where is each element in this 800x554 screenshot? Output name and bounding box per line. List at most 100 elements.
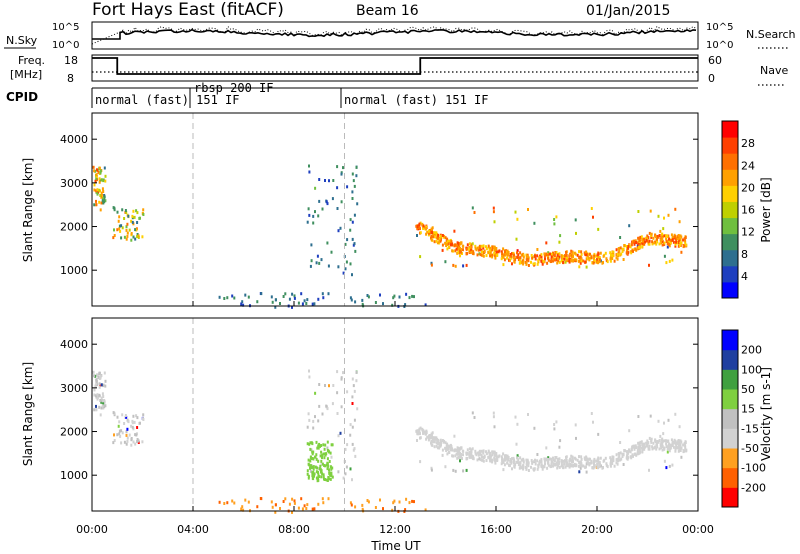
- power-cell: [517, 253, 520, 257]
- velocity-cell: [519, 461, 522, 465]
- power-cell: [270, 295, 273, 299]
- velocity-cell: [565, 458, 568, 462]
- velocity-cell: [556, 462, 559, 465]
- power-cell: [315, 261, 318, 265]
- power-cell: [104, 179, 107, 183]
- power-cell: [382, 302, 384, 306]
- velocity-cell: [125, 415, 128, 419]
- power-cell: [441, 234, 444, 237]
- velocity-cell: [118, 420, 121, 424]
- power-cell: [579, 261, 582, 265]
- velocity-cell: [543, 457, 546, 461]
- power-cell: [113, 228, 115, 232]
- velocity-cell: [312, 450, 315, 454]
- velocity-cell: [590, 461, 593, 465]
- velocity-cell: [101, 392, 104, 396]
- power-cell: [543, 254, 546, 258]
- velocity-cell: [666, 440, 669, 443]
- power-cell: [458, 246, 461, 250]
- velocity-cell: [675, 445, 678, 449]
- power-cell: [558, 240, 561, 244]
- velocity-cell: [104, 384, 107, 388]
- velocity-cell: [315, 453, 318, 457]
- velocity-cell: [667, 418, 670, 422]
- power-cell: [541, 259, 544, 263]
- power-cell: [118, 215, 121, 219]
- velocity-cell: [329, 465, 332, 469]
- velocity-cell: [564, 459, 566, 463]
- power-cell: [131, 214, 134, 218]
- power-cell: [658, 242, 661, 246]
- power-cell: [98, 166, 101, 170]
- power-cell: [638, 243, 641, 247]
- velocity-cell: [312, 465, 315, 469]
- velocity-cell: [136, 440, 139, 443]
- power-cell: [674, 237, 677, 241]
- velocity-cell: [310, 448, 313, 452]
- power-cell: [537, 258, 540, 262]
- power-cell: [595, 254, 598, 258]
- power-cell: [340, 172, 343, 176]
- velocity-colorbar-label: Velocity [m s-1]: [759, 367, 773, 461]
- velocity-cell: [126, 439, 129, 443]
- power-colorbar-swatch: [722, 153, 738, 170]
- power-cell: [427, 233, 430, 237]
- power-cell: [559, 234, 562, 238]
- power-cell: [684, 236, 687, 239]
- power-cell: [94, 179, 97, 183]
- power-cell: [609, 256, 612, 260]
- power-cell: [648, 263, 650, 267]
- power-cell: [574, 218, 577, 222]
- power-cell: [321, 292, 324, 296]
- velocity-cell: [135, 433, 138, 437]
- velocity-cell: [274, 510, 277, 514]
- velocity-cell: [336, 412, 339, 415]
- velocity-cell: [616, 457, 619, 461]
- velocity-cell: [309, 459, 312, 463]
- power-cell: [326, 202, 329, 206]
- velocity-cell: [330, 467, 333, 471]
- velocity-cell: [552, 462, 555, 466]
- velocity-cell: [352, 448, 355, 452]
- velocity-cell: [242, 508, 245, 512]
- power-cell: [125, 237, 128, 241]
- velocity-cell: [427, 438, 430, 442]
- power-cell: [279, 302, 281, 305]
- velocity-cell: [379, 498, 381, 502]
- velocity-scatter: [92, 369, 688, 514]
- nave-label: Nave: [760, 64, 788, 77]
- velocity-cell: [430, 468, 433, 472]
- power-cell: [593, 254, 596, 258]
- velocity-cell: [646, 439, 649, 443]
- velocity-cell: [533, 467, 536, 471]
- power-cell: [678, 220, 681, 224]
- power-y-axis: 1000 2000 3000 4000: [60, 133, 698, 277]
- velocity-cell: [629, 450, 632, 454]
- velocity-cell: [461, 457, 463, 460]
- velocity-cell: [497, 455, 500, 459]
- velocity-cell: [393, 499, 396, 503]
- velocity-cell: [98, 405, 101, 409]
- velocity-cell: [435, 444, 438, 448]
- velocity-cell: [623, 449, 626, 452]
- velocity-cell: [279, 507, 281, 510]
- power-cell: [461, 252, 463, 255]
- power-cell: [297, 301, 300, 305]
- power-cell: [546, 261, 549, 265]
- velocity-cell: [651, 447, 654, 451]
- velocity-cell: [465, 468, 468, 472]
- velocity-cell: [94, 374, 97, 378]
- velocity-cell: [640, 446, 643, 450]
- power-cell: [393, 294, 396, 298]
- velocity-cell: [540, 464, 543, 468]
- power-cell: [601, 261, 604, 265]
- velocity-cell: [312, 467, 315, 471]
- power-cell: [666, 245, 669, 249]
- power-cell: [613, 259, 616, 263]
- velocity-cell: [598, 465, 601, 469]
- power-cell: [405, 292, 408, 296]
- power-cell: [516, 217, 519, 221]
- power-cell: [563, 257, 566, 261]
- velocity-cell: [641, 445, 644, 449]
- freq-tick-low: 8: [67, 72, 74, 85]
